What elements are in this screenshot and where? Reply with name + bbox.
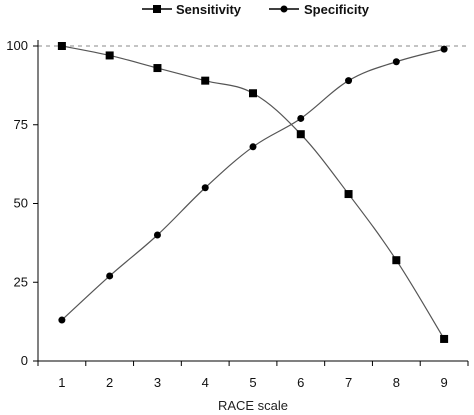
y-tick-label: 0: [21, 353, 28, 368]
sensitivity-point: [57, 42, 66, 50]
legend: Sensitivity Specificity: [142, 2, 370, 17]
specificity-point: [58, 316, 66, 324]
legend-item-sensitivity: Sensitivity: [142, 2, 242, 17]
axes: 0 25 50 75 100 1 2 3 4 5 6 7 8 9 RACE scale: [6, 38, 469, 413]
x-tick-label: 7: [345, 375, 352, 390]
legend-label-sensitivity: Sensitivity: [176, 2, 242, 17]
specificity-point: [201, 184, 209, 192]
x-tick-label: 2: [106, 375, 113, 390]
y-tick-label: 75: [14, 117, 28, 132]
sensitivity-point: [153, 64, 162, 73]
x-axis-title: RACE scale: [218, 398, 288, 413]
x-tick-label: 3: [154, 375, 161, 390]
sensitivity-point: [296, 130, 305, 139]
x-tick-label: 8: [393, 375, 400, 390]
sensitivity-series: [57, 42, 449, 343]
legend-marker-specificity: [280, 5, 288, 13]
y-tick-label: 25: [14, 274, 28, 289]
specificity-point: [249, 143, 257, 151]
series-layer: [57, 42, 449, 343]
sensitivity-point: [440, 334, 449, 343]
legend-marker-sensitivity: [153, 5, 161, 13]
specificity-point: [297, 114, 305, 122]
sensitivity-point: [344, 190, 353, 199]
specificity-point: [345, 77, 353, 85]
specificity-point: [392, 58, 400, 66]
sensitivity-point: [201, 76, 210, 85]
sensitivity-line: [61, 45, 445, 340]
y-tick-label: 100: [6, 38, 28, 53]
x-tick-label: 4: [202, 375, 209, 390]
x-tick-label: 6: [297, 375, 304, 390]
specificity-series: [58, 45, 448, 324]
sensitivity-point: [105, 51, 114, 60]
legend-item-specificity: Specificity: [269, 2, 370, 17]
x-tick-label: 9: [440, 375, 447, 390]
x-tick-label: 1: [58, 375, 65, 390]
legend-label-specificity: Specificity: [304, 2, 370, 17]
y-tick-label: 50: [14, 196, 28, 211]
specificity-point: [106, 272, 114, 280]
specificity-point: [153, 231, 161, 239]
sensitivity-point: [249, 89, 257, 98]
sensitivity-point: [392, 256, 401, 265]
x-tick-label: 5: [249, 375, 256, 390]
specificity-point: [440, 45, 448, 53]
